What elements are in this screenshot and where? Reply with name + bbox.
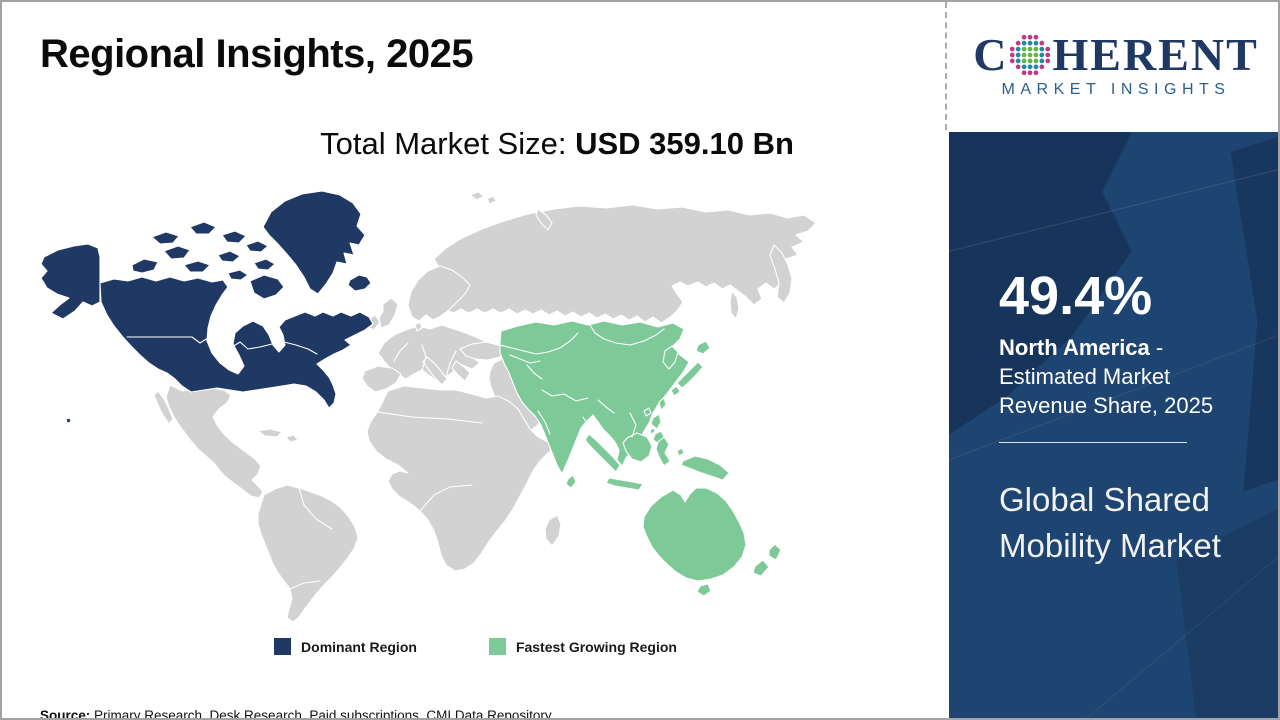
landmass-alaska [41,244,100,319]
landmass-novaya-zemlya [536,209,552,230]
landmass-iberia [362,366,401,392]
border-kazakhstan [500,333,578,354]
divider-line [999,441,1187,443]
divider-dashed [945,2,947,130]
landmass-asia-mainland [500,321,689,474]
market-share-value: 49.4% [999,266,1153,326]
total-market-size-value: USD 359.10 Bn [575,126,794,161]
border-china-sea [598,400,614,413]
landmass-australia [643,488,746,581]
landmass-svalbard-2 [487,196,496,204]
landmass-korea [663,346,678,369]
landmass-tasmania [697,584,711,596]
border-mongolia [590,325,664,345]
landmass-greenland [263,191,365,294]
brand-name-suffix: HERENT [1052,29,1259,80]
landmass-hainan [644,408,651,416]
border-europe-1 [394,343,408,361]
logo-globe-icon [1010,34,1051,76]
legend-item-dominant: Dominant Region [274,638,417,655]
landmass-south-america [258,485,358,622]
landmass-arctic-islands [132,222,284,299]
legend-swatch-fastest-growing [488,638,506,655]
landmass-iceland [348,275,371,291]
sidebar-content: 49.4% North America - Estimated Market R… [999,268,1254,569]
landmass-svalbard [470,192,484,200]
landmass-new-guinea [681,456,729,480]
total-market-size: Total Market Size: USD 359.10 Bn [162,126,952,162]
region-north-america [41,191,373,423]
landmass-japan [671,341,710,396]
landmass-cuba [258,429,282,437]
brand-logo: C [970,32,1262,99]
landmass-mexico-central-america [166,385,263,498]
landmass-italy [423,357,447,385]
border-africa-2 [420,485,472,511]
world-map [32,185,862,630]
legend-item-fastest-growing: Fastest Growing Region [488,638,677,655]
landmass-russia [431,205,816,323]
market-name: Global Shared Mobility Market [999,480,1221,564]
landmass-sri-lanka [566,475,576,488]
landmass-balkans [452,361,470,381]
landmass-new-zealand [753,544,781,576]
market-share-description: North America - Estimated Market Revenue… [999,333,1261,420]
landmass-madagascar [545,515,561,546]
legend-label-dominant: Dominant Region [301,638,417,655]
landmass-baja [154,391,173,424]
landmass-scandinavia [408,266,470,321]
highlight-panel: 49.4% North America - Estimated Market R… [949,132,1278,718]
landmass-uk [379,298,398,328]
border-us-canada [127,337,317,354]
border-europe-2 [422,345,426,370]
source-text: Primary Research, Desk Research, Paid su… [90,707,552,720]
legend-swatch-dominant [274,638,292,655]
border-africa-1 [378,412,482,423]
border-pakistan-india [538,411,550,434]
brand-name: C [970,32,1262,78]
total-market-size-label: Total Market Size: [320,126,576,161]
source-note: Source: Primary Research, Desk Research,… [40,707,552,720]
border-indochina [630,413,636,437]
border-south-america-1 [299,488,332,529]
country-borders [127,325,664,589]
region-rest-of-world [154,192,816,622]
landmass-sakhalin [730,291,739,319]
border-central-asia-2 [527,365,542,379]
border-central-asia-1 [510,355,540,363]
landmass-indonesia [585,433,684,490]
landmass-canada-usa [100,277,373,408]
landmass-philippines [650,414,665,444]
landmass-africa [367,386,556,571]
source-label: Source: [40,707,91,720]
landmass-hawaii [66,418,71,423]
landmass-kamchatka [770,245,792,303]
page-title: Regional Insights, 2025 [40,32,474,76]
legend-label-fastest-growing: Fastest Growing Region [515,638,677,655]
landmass-denmark [415,322,422,331]
map-legend: Dominant Region Fastest Growing Region [2,638,949,655]
landmass-taiwan [659,398,666,410]
border-bangladesh [583,417,588,425]
brand-tagline: MARKET INSIGHTS [1001,81,1231,98]
border-himalaya [542,390,588,401]
border-europe-3 [446,351,456,377]
border-south-america-2 [290,581,320,589]
market-share-desc-text: - Estimated Market Revenue Share, 2025 [999,334,1214,418]
region-asia-pacific [500,321,781,596]
brand-name-prefix: C [973,29,1009,80]
market-share-region: North America [999,334,1150,360]
landmass-hispaniola [286,435,298,442]
